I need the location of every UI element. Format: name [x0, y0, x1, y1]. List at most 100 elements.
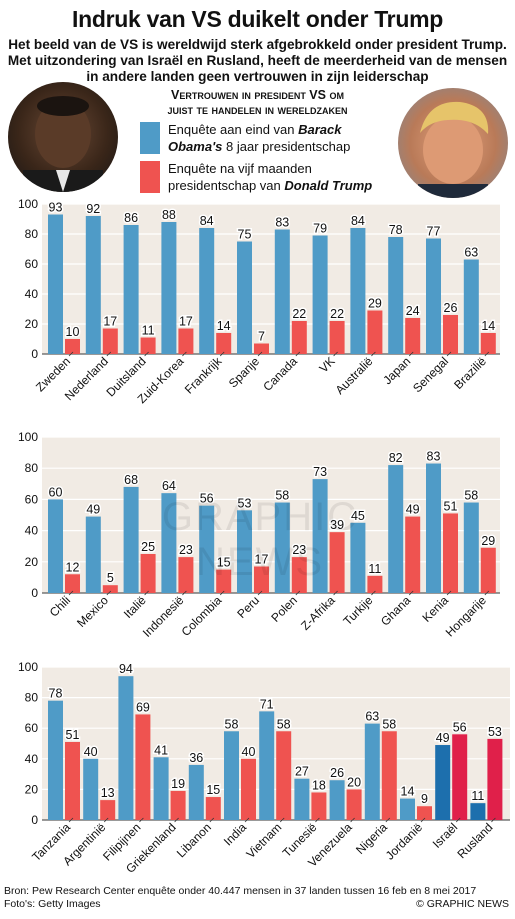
data-label: 22 [330, 307, 344, 321]
category-label: Spanje [226, 354, 263, 391]
bar-obama-6 [274, 502, 290, 593]
bar-obama-2 [118, 676, 134, 820]
data-label: 51 [444, 499, 458, 513]
category-label: Japan [380, 354, 413, 387]
bar-trump-0 [65, 339, 80, 354]
y-tick-label: 60 [25, 492, 39, 506]
bar-obama-5 [237, 510, 252, 593]
legend-swatch-trump [140, 161, 160, 193]
category-tick [182, 590, 187, 596]
data-label: 23 [179, 543, 193, 557]
category-tick [371, 590, 376, 596]
category-label: Libanon [174, 820, 214, 860]
bar-trump-1 [100, 800, 116, 820]
chart-background [42, 204, 500, 354]
data-label: 11 [471, 789, 484, 803]
bar-obama-4 [199, 505, 215, 593]
bar-obama-6 [274, 229, 290, 354]
category-label: Ghana [378, 593, 414, 629]
bar-trump-1 [102, 585, 118, 593]
category-tick [420, 817, 426, 823]
data-label: 58 [382, 717, 396, 731]
category-tick [484, 590, 490, 596]
bar-trump-10 [417, 806, 432, 820]
bar-trump-11 [452, 734, 468, 820]
category-label: Senegal [410, 354, 451, 395]
chart-background [42, 437, 500, 593]
category-tick [333, 351, 338, 357]
bar-obama-0 [48, 700, 63, 820]
bar-obama-11 [435, 745, 451, 820]
category-tick [295, 590, 301, 596]
data-label: 20 [347, 775, 361, 789]
data-label: 15 [206, 783, 220, 797]
category-tick [144, 351, 149, 357]
data-label: 14 [217, 319, 231, 333]
y-tick-label: 40 [25, 524, 39, 538]
bar-obama-12 [470, 803, 486, 820]
category-tick [106, 590, 112, 596]
bar-trump-6 [291, 557, 307, 593]
category-tick [219, 590, 225, 596]
bar-obama-8 [350, 522, 366, 593]
bar-trump-12 [487, 738, 503, 820]
category-tick [174, 817, 179, 823]
data-label: 92 [86, 202, 100, 216]
category-label: Israël [430, 820, 461, 851]
data-label: 26 [330, 766, 344, 780]
y-tick-label: 40 [25, 752, 39, 766]
bar-obama-7 [294, 778, 310, 820]
category-label: Indonesië [140, 593, 187, 640]
bar-obama-8 [329, 780, 345, 820]
category-label: Jordanië [383, 820, 426, 863]
data-label: 11 [368, 562, 381, 576]
y-tick-label: 0 [31, 347, 38, 361]
category-label: Chili [47, 593, 73, 619]
category-tick [333, 590, 338, 596]
bar-trump-9 [405, 318, 421, 354]
category-tick [103, 817, 109, 823]
data-label: 27 [295, 765, 309, 779]
legend-swatch-obama [140, 122, 160, 154]
category-tick [244, 817, 250, 823]
bar-trump-10 [443, 513, 458, 593]
bar-obama-10 [400, 798, 415, 820]
data-label: 94 [119, 662, 133, 676]
category-label: Peru [234, 593, 262, 621]
page-title: Indruk van VS duikelt onder Trump [72, 6, 443, 32]
category-tick [68, 351, 74, 357]
legend-title: Vertrouwen in president VS om juist te h… [167, 88, 348, 117]
bar-obama-4 [188, 764, 204, 820]
source-note: Bron: Pew Research Center enquête onder … [4, 885, 477, 910]
bar-trump-3 [178, 328, 194, 354]
data-label: 58 [225, 717, 239, 731]
bar-trump-4 [205, 797, 221, 820]
bar-obama-2 [123, 486, 139, 593]
bar-trump-0 [65, 574, 80, 593]
category-tick [257, 590, 263, 596]
data-label: 88 [162, 208, 176, 222]
category-tick [408, 590, 414, 596]
category-label: Vietnam [243, 820, 284, 861]
trump-portrait [398, 88, 508, 198]
data-label: 68 [124, 473, 138, 487]
bar-trump-0 [65, 741, 80, 820]
y-tick-label: 60 [25, 721, 39, 735]
category-tick [139, 817, 144, 823]
category-label: Rusland [454, 820, 495, 861]
credit: © GRAPHIC NEWS [416, 898, 509, 910]
category-tick [257, 351, 263, 357]
category-tick [68, 590, 74, 596]
page-subtitle: Het beeld van de VS is wereldwijd sterk … [7, 37, 508, 84]
category-tick [484, 351, 490, 357]
category-tick [455, 817, 461, 823]
data-label: 40 [242, 745, 256, 759]
category-tick [295, 351, 301, 357]
bar-obama-5 [224, 731, 239, 820]
data-label: 75 [238, 228, 252, 242]
data-label: 5 [107, 571, 114, 585]
y-tick-label: 80 [25, 461, 39, 475]
data-label: 36 [189, 751, 203, 765]
data-label: 10 [66, 325, 80, 339]
data-label: 19 [171, 777, 185, 791]
